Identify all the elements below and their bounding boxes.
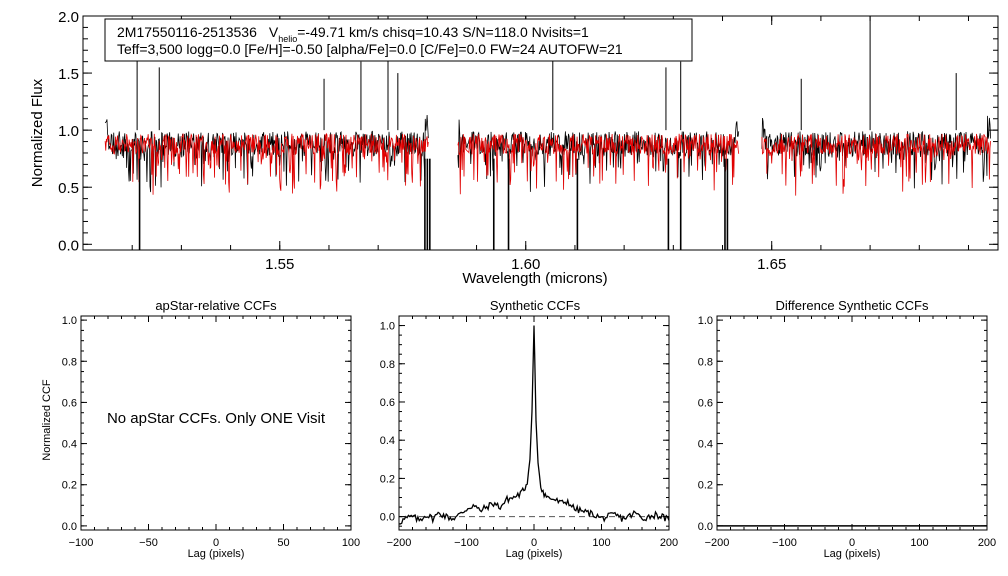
y-tick-label: 1.0 [698, 315, 713, 327]
model-spectrum-line [457, 133, 740, 195]
x-tick-label: −100 [772, 537, 797, 549]
x-tick-label: 100 [342, 537, 360, 549]
x-tick-label: 1.55 [265, 256, 294, 273]
x-tick-label: 50 [277, 537, 289, 549]
info-line-1: 2M17550116-2513536 Vhelio=-49.71 km/s chi… [117, 24, 589, 44]
y-tick-label: 1.0 [62, 315, 77, 327]
spectrum-panel: 1.55 1.60 1.65 0.0 0.5 1.0 1.5 2.0 Wavelength (… [29, 9, 999, 287]
x-tick-label: −200 [705, 537, 730, 549]
apstar-ccf-x-label: Lag (pixels) [188, 548, 245, 560]
x-tick-label: 100 [910, 537, 928, 549]
y-tick-label: 0.8 [62, 356, 77, 368]
x-tick-label: 0 [849, 537, 855, 549]
y-tick-label: 0.4 [380, 435, 395, 447]
x-tick-label: 200 [978, 537, 996, 549]
x-tick-label: 1.65 [757, 256, 786, 273]
synthetic-ccf-title: Synthetic CCFs [490, 298, 581, 313]
synthetic-ccf-panel: Synthetic CCFs −200 −100 0 100 200 0.0 0.2 0.4 0… [380, 298, 678, 560]
x-tick-label: −200 [387, 537, 412, 549]
y-tick-label: 0.2 [62, 480, 77, 492]
y-tick-label: 0.0 [58, 237, 79, 254]
y-tick-label: 0.0 [62, 521, 77, 533]
y-tick-label: 0.8 [698, 356, 713, 368]
synthetic-ccf-x-label: Lag (pixels) [506, 548, 563, 560]
x-tick-label: 0 [531, 537, 537, 549]
y-tick-label: 1.0 [58, 123, 79, 140]
apstar-ccf-message: No apStar CCFs. Only ONE Visit [107, 410, 326, 427]
x-tick-label: −100 [454, 537, 479, 549]
x-tick-label: 0 [213, 537, 219, 549]
x-tick-label: 100 [592, 537, 610, 549]
difference-ccf-title: Difference Synthetic CCFs [776, 298, 929, 313]
y-tick-label: 1.0 [380, 321, 395, 333]
vhelio-symbol: V [269, 24, 279, 40]
info-line-2: Teff=3,500 logg=0.0 [Fe/H]=-0.50 [alpha/… [117, 41, 623, 57]
y-tick-label: 0.0 [380, 512, 395, 524]
spectrum-axes-frame [82, 15, 999, 251]
y-tick-label: 0.4 [62, 439, 77, 451]
spectrum-x-label: Wavelength (microns) [462, 270, 607, 287]
synthetic-ccf-line [398, 325, 670, 525]
x-tick-label: −50 [139, 537, 158, 549]
model-spectrum-line [761, 133, 992, 196]
apstar-ccf-y-label: Normalized CCF [41, 379, 53, 461]
x-tick-label: 200 [660, 537, 678, 549]
apstar-ccf-panel: apStar-relative CCFs −100 −50 0 50 100 0.0 0.2… [41, 298, 360, 560]
apstar-ccf-title: apStar-relative CCFs [155, 298, 277, 313]
star-id: 2M17550116-2513536 [117, 24, 257, 40]
observed-spectrum-line [761, 115, 992, 189]
x-tick-label: 1.60 [511, 256, 540, 273]
y-tick-label: 0.2 [698, 480, 713, 492]
apstar-ccf-ticks: −100 −50 0 50 100 0.0 0.2 0.4 0.6 0.8 1.0 [62, 315, 360, 549]
y-tick-label: 0.5 [58, 180, 79, 197]
y-tick-label: 0.8 [380, 359, 395, 371]
vhelio-subscript: helio [278, 34, 297, 44]
info-line-1-values: =-49.71 km/s chisq=10.43 S/N=118.0 Nvisi… [297, 24, 589, 40]
x-tick-label: −100 [69, 537, 94, 549]
y-tick-label: 0.6 [698, 397, 713, 409]
difference-ccf-x-label: Lag (pixels) [824, 548, 881, 560]
synthetic-ccf-lines [398, 325, 670, 525]
spectrum-y-label: Normalized Flux [29, 78, 46, 187]
synthetic-ccf-ticks: −200 −100 0 100 200 0.0 0.2 0.4 0.6 0.8 1.0 [380, 315, 678, 549]
info-box-frame [104, 18, 693, 62]
y-tick-label: 0.6 [380, 397, 395, 409]
y-tick-label: 0.6 [62, 397, 77, 409]
y-tick-label: 0.0 [698, 521, 713, 533]
y-tick-label: 0.2 [380, 473, 395, 485]
y-tick-label: 0.4 [698, 439, 713, 451]
difference-ccf-panel: Difference Synthetic CCFs −200 −100 0 100 20… [698, 298, 996, 560]
y-tick-label: 1.5 [58, 66, 79, 83]
spectrum-ticks: 1.55 1.60 1.65 0.0 0.5 1.0 1.5 2.0 [58, 9, 998, 273]
y-tick-label: 2.0 [58, 9, 79, 26]
model-spectrum-line [104, 132, 429, 195]
difference-ccf-ticks: −200 −100 0 100 200 0.0 0.2 0.4 0.6 0.8 1.0 [698, 315, 996, 549]
info-box: 2M17550116-2513536 Vhelio=-49.71 km/s chi… [104, 18, 693, 62]
